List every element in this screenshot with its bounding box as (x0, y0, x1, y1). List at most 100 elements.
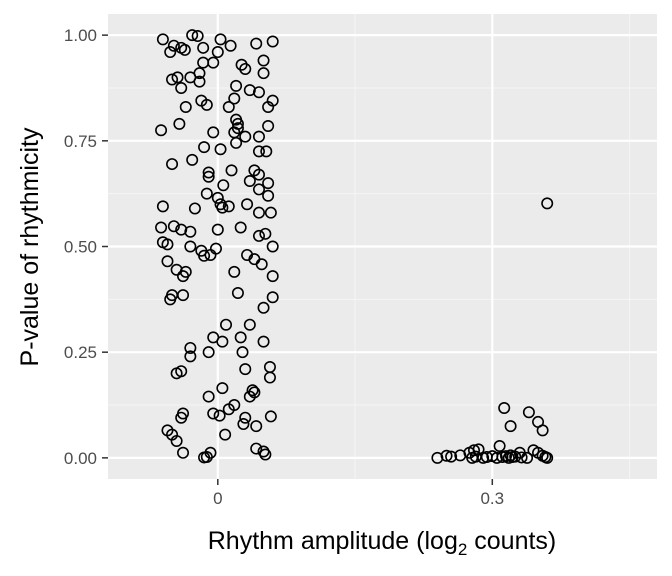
data-point (440, 449, 453, 462)
data-point (184, 350, 197, 363)
data-point (263, 371, 276, 384)
data-point (177, 289, 190, 302)
data-point (198, 141, 211, 154)
data-point (164, 46, 177, 59)
data-point (239, 130, 252, 143)
data-point (243, 174, 256, 187)
data-point (211, 223, 224, 236)
data-point (224, 39, 237, 52)
data-point (493, 440, 506, 453)
data-point (216, 201, 229, 214)
data-point (179, 265, 192, 278)
data-point (202, 170, 215, 183)
data-point (252, 183, 265, 196)
data-point (252, 86, 265, 99)
data-point (259, 448, 272, 461)
x-axis-title-subscript: 2 (458, 540, 467, 559)
data-point (252, 145, 265, 158)
data-point (264, 206, 277, 219)
data-point (193, 75, 206, 88)
data-point (167, 39, 180, 52)
data-point (202, 390, 215, 403)
data-point (175, 41, 188, 54)
data-point (222, 403, 235, 416)
data-point (252, 229, 265, 242)
data-point (202, 166, 215, 179)
data-point (186, 153, 199, 166)
data-point (222, 200, 235, 213)
data-point (191, 29, 204, 42)
x-tick-label: 0.3 (480, 489, 504, 508)
data-point (167, 220, 180, 233)
data-point (262, 101, 275, 114)
data-point (179, 101, 192, 114)
data-point (252, 168, 265, 181)
data-point (243, 390, 256, 403)
x-axis-title-prefix: Rhythm amplitude (log (208, 527, 458, 555)
data-point (467, 444, 480, 457)
data-point (266, 291, 279, 304)
y-axis-ticks: 0.00 0.25 0.50 0.75 1.00 (64, 26, 108, 468)
data-point (197, 41, 210, 54)
data-point (207, 407, 220, 420)
data-point (490, 451, 503, 464)
data-point (156, 200, 169, 213)
data-point (207, 126, 220, 139)
data-point (214, 33, 227, 46)
data-point (217, 179, 230, 192)
data-point (228, 92, 241, 105)
data-point (216, 335, 229, 348)
data-point (184, 341, 197, 354)
data-point (243, 318, 256, 331)
data-point (164, 293, 177, 306)
data-point (204, 446, 217, 459)
y-tick-label: 0.75 (64, 132, 97, 151)
data-point (255, 258, 268, 271)
data-point (202, 346, 215, 359)
data-point (214, 143, 227, 156)
data-point (236, 346, 249, 359)
data-point (213, 409, 226, 422)
data-point (230, 79, 243, 92)
data-point (250, 37, 263, 50)
x-axis-title: Rhythm amplitude (log2 counts) (208, 527, 557, 559)
data-point (177, 446, 190, 459)
data-point (184, 225, 197, 238)
data-point (161, 238, 174, 251)
data-point (207, 56, 220, 69)
x-tick-label: 0 (213, 489, 222, 508)
data-point (161, 255, 174, 268)
data-point (266, 35, 279, 48)
data-point (521, 451, 534, 464)
data-point (155, 221, 168, 234)
data-point (504, 420, 517, 433)
data-point (231, 286, 244, 299)
data-point (184, 240, 197, 253)
data-point (515, 451, 528, 464)
data-point (211, 46, 224, 59)
data-points (155, 29, 554, 464)
data-point (216, 382, 229, 395)
data-point (230, 136, 243, 149)
data-point (156, 33, 169, 46)
data-point (259, 227, 272, 240)
data-point (166, 73, 179, 86)
data-point (257, 335, 270, 348)
data-point (498, 401, 511, 414)
data-point (239, 411, 252, 424)
data-point (252, 130, 265, 143)
y-axis-title: P-value of rhythmicity (16, 127, 44, 366)
data-point (209, 242, 222, 255)
data-point (175, 365, 188, 378)
data-point (239, 62, 252, 75)
data-point (257, 54, 270, 67)
data-point (252, 206, 265, 219)
y-tick-label: 1.00 (64, 26, 97, 45)
data-point (234, 331, 247, 344)
data-point (237, 418, 250, 431)
data-point (541, 451, 554, 464)
data-point (200, 98, 213, 111)
data-point (186, 29, 199, 42)
data-point (170, 434, 183, 447)
data-point (264, 410, 277, 423)
